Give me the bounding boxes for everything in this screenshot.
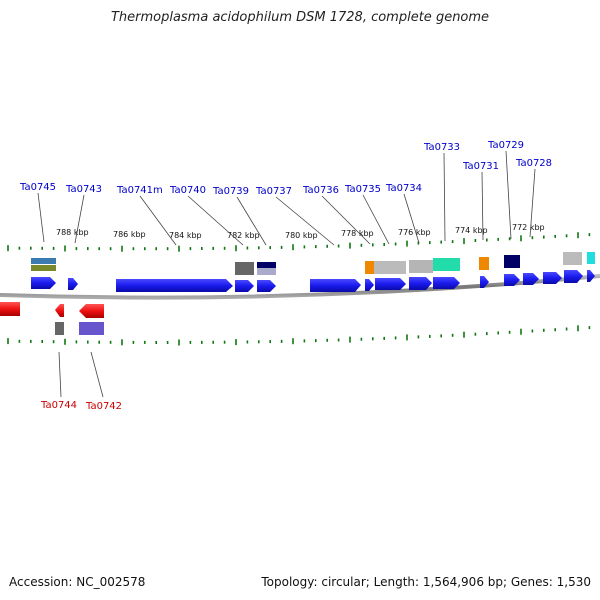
gene-label-Ta0740[interactable]: Ta0740 bbox=[169, 185, 206, 196]
reverse-gene-labels: Ta0744 Ta0742 bbox=[40, 400, 122, 412]
gene-arrow-Ta0726[interactable] bbox=[564, 270, 583, 283]
scale-label-784: 784 kbp bbox=[169, 231, 202, 240]
gene-label-Ta0731[interactable]: Ta0731 bbox=[462, 161, 499, 172]
scale-label-780: 780 kbp bbox=[285, 231, 318, 240]
gene-arrow-Ta0735[interactable] bbox=[375, 278, 406, 290]
scale-label-786: 786 kbp bbox=[113, 230, 146, 239]
gene-arrow-Ta0734[interactable] bbox=[409, 277, 432, 290]
gene-label-Ta0733[interactable]: Ta0733 bbox=[423, 142, 460, 153]
label-leader-lines bbox=[37, 150, 536, 398]
gene-label-Ta0729[interactable]: Ta0729 bbox=[487, 140, 524, 151]
scale-label-782: 782 kbp bbox=[227, 231, 260, 240]
category-blocks-forward bbox=[31, 252, 595, 275]
gene-arrow-Ta0740[interactable] bbox=[235, 280, 254, 292]
gene-label-Ta0736[interactable]: Ta0736 bbox=[302, 185, 339, 196]
reverse-strand-genes bbox=[0, 302, 104, 318]
gene-arrow-Ta0741m[interactable] bbox=[116, 279, 233, 292]
gene-label-Ta0743[interactable]: Ta0743 bbox=[65, 184, 102, 195]
gene-arrow-Ta0736[interactable] bbox=[365, 279, 374, 291]
gene-label-Ta0737[interactable]: Ta0737 bbox=[255, 186, 292, 197]
gene-arrow-Ta0727[interactable] bbox=[543, 272, 562, 284]
gene-label-Ta0745[interactable]: Ta0745 bbox=[19, 182, 56, 193]
forward-strand-genes bbox=[31, 270, 595, 292]
gene-label-Ta0734[interactable]: Ta0734 bbox=[385, 183, 422, 194]
gene-label-Ta0744[interactable]: Ta0744 bbox=[40, 400, 77, 411]
scale-label-772: 772 kbp bbox=[512, 223, 545, 232]
gene-label-Ta0741m[interactable]: Ta0741m bbox=[116, 185, 163, 196]
topology-text: Topology: circular; Length: 1,564,906 bp… bbox=[261, 575, 591, 589]
forward-gene-labels: Ta0745 Ta0743 Ta0741m Ta0740 Ta0739 Ta07… bbox=[19, 140, 552, 197]
gene-label-Ta0728[interactable]: Ta0728 bbox=[515, 158, 552, 169]
gene-arrow-Ta0745[interactable] bbox=[31, 277, 56, 289]
gene-label-Ta0742[interactable]: Ta0742 bbox=[85, 401, 122, 412]
scale-label-774: 774 kbp bbox=[455, 226, 488, 235]
gene-arrow-Ta0744[interactable] bbox=[55, 304, 64, 317]
gene-arrow-Ta0737[interactable] bbox=[310, 279, 361, 292]
gene-arrow-Ta0739[interactable] bbox=[257, 280, 276, 292]
gene-arrow-Ta0725[interactable] bbox=[587, 270, 595, 282]
scale-label-778: 778 kbp bbox=[341, 229, 374, 238]
scale-label-776: 776 kbp bbox=[398, 228, 431, 237]
scale-ticks-lower bbox=[7, 325, 591, 346]
gene-arrow-Ta0731[interactable] bbox=[480, 276, 489, 288]
gene-arrow-Ta0743[interactable] bbox=[68, 278, 78, 290]
gene-arrow-Ta0729[interactable] bbox=[504, 274, 520, 286]
gene-label-Ta0739[interactable]: Ta0739 bbox=[212, 186, 249, 197]
genome-title: Thermoplasma acidophilum DSM 1728, compl… bbox=[110, 10, 490, 25]
gene-arrow-Ta0733[interactable] bbox=[433, 277, 460, 289]
accession-text: Accession: NC_002578 bbox=[9, 575, 146, 589]
scale-label-788: 788 kbp bbox=[56, 228, 89, 237]
gene-arrow-Ta0746[interactable] bbox=[0, 302, 20, 316]
gene-arrow-Ta0742[interactable] bbox=[79, 304, 104, 318]
gene-label-Ta0735[interactable]: Ta0735 bbox=[344, 184, 381, 195]
gene-arrow-Ta0728[interactable] bbox=[523, 273, 539, 285]
category-blocks-reverse bbox=[55, 322, 104, 335]
